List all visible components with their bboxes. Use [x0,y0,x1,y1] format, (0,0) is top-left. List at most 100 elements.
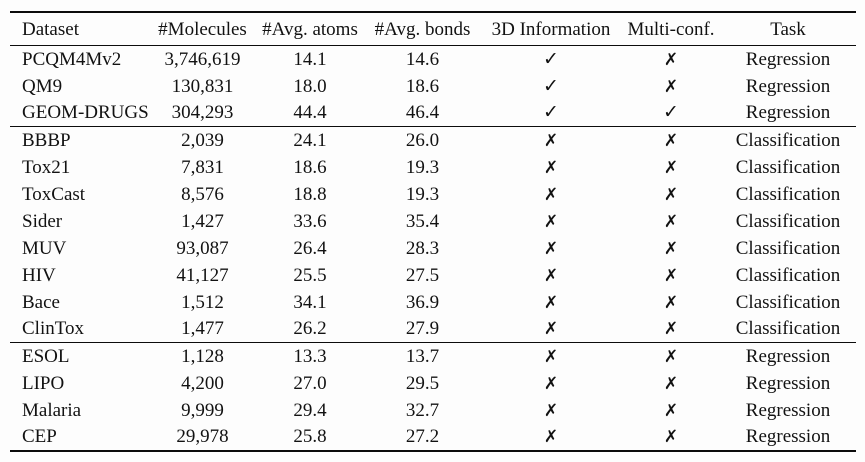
cross-icon: ✗ [663,211,679,232]
table-row: MUV 93,087 26.4 28.3 ✗ ✗ Classification [10,235,856,262]
cell-multi-conf: ✗ [622,343,720,370]
table-row: LIPO 4,200 27.0 29.5 ✗ ✗ Regression [10,370,856,397]
cross-icon: ✗ [663,346,679,367]
cross-icon: ✗ [543,373,559,394]
cell-task: Regression [745,345,831,367]
table-row: ToxCast 8,576 18.8 19.3 ✗ ✗ Classification [10,181,856,208]
cross-icon: ✗ [663,76,679,97]
cell-dataset-name: Malaria [22,399,82,421]
cell-molecules: 1,128 [181,345,224,367]
cell-dataset-name: QM9 [22,75,63,97]
dataset-group-3: ESOL 1,128 13.3 13.7 ✗ ✗ Regression LIPO 4,200 27… [10,342,856,451]
cell-avg-bonds: 46.4 [405,102,440,124]
table-row: Sider 1,427 33.6 35.4 ✗ ✗ Classification [10,208,856,235]
cross-icon: ✗ [543,265,559,286]
check-icon: ✓ [543,47,559,70]
cell-avg-atoms: 24.1 [293,129,327,151]
table-row: PCQM4Mv2 3,746,619 14.1 14.6 ✓ ✗ Regression [10,46,856,73]
cell-avg-atoms: 26.4 [293,237,327,259]
cross-icon: ✗ [663,49,679,70]
cell-molecules: 8,576 [181,183,224,205]
cross-icon: ✗ [663,184,679,205]
cell-3d-information: ✗ [480,316,622,343]
cross-icon: ✗ [543,346,559,367]
table-row: ClinTox 1,477 26.2 27.9 ✗ ✗ Classification [10,316,856,343]
table-row: Tox21 7,831 18.6 19.3 ✗ ✗ Classification [10,154,856,181]
cell-molecules: 304,293 [171,102,234,124]
cell-avg-atoms: 13.3 [293,345,327,367]
table-header: Dataset #Molecules #Avg. atoms #Avg. bon… [10,12,856,46]
cell-dataset-name: MUV [22,237,67,259]
cell-multi-conf: ✗ [622,397,720,424]
cell-multi-conf: ✓ [622,100,720,127]
table-row: BBBP 2,039 24.1 26.0 ✗ ✗ Classification [10,127,856,154]
cell-molecules: 93,087 [176,237,229,259]
cell-task: Regression [745,399,831,421]
cell-3d-information: ✓ [480,73,622,100]
table-row: Malaria 9,999 29.4 32.7 ✗ ✗ Regression [10,397,856,424]
header-row: Dataset #Molecules #Avg. atoms #Avg. bon… [10,12,856,46]
cross-icon: ✗ [543,157,559,178]
cell-avg-bonds: 32.7 [405,399,440,421]
cross-icon: ✗ [543,238,559,259]
cell-3d-information: ✗ [480,424,622,451]
cell-task: Classification [735,291,841,313]
cross-icon: ✗ [543,400,559,421]
cell-avg-atoms: 34.1 [293,291,327,313]
cell-task: Regression [745,102,831,124]
cell-avg-atoms: 29.4 [293,399,327,421]
cell-dataset-name: Tox21 [22,156,71,178]
check-icon: ✓ [543,101,559,124]
cell-avg-atoms: 18.0 [293,75,327,97]
cell-dataset-name: LIPO [22,372,65,394]
cell-avg-bonds: 35.4 [405,210,440,232]
cell-avg-atoms: 25.8 [293,426,327,447]
cell-task: Classification [735,318,841,340]
cross-icon: ✗ [663,238,679,259]
cell-avg-bonds: 28.3 [405,237,440,259]
cell-multi-conf: ✗ [622,289,720,316]
cell-molecules: 1,512 [181,291,224,313]
cell-multi-conf: ✗ [622,46,720,73]
cell-multi-conf: ✗ [622,370,720,397]
cell-avg-atoms: 25.5 [293,264,327,286]
cell-multi-conf: ✗ [622,208,720,235]
cell-multi-conf: ✗ [622,424,720,451]
cell-avg-atoms: 33.6 [293,210,327,232]
cross-icon: ✗ [663,319,679,340]
cell-3d-information: ✗ [480,235,622,262]
column-header-multi-conf: Multi-conf. [622,12,720,46]
cross-icon: ✗ [663,292,679,313]
dataset-table: Dataset #Molecules #Avg. atoms #Avg. bon… [10,11,856,452]
cell-dataset-name: PCQM4Mv2 [22,48,122,70]
cross-icon: ✗ [663,427,679,447]
cell-3d-information: ✗ [480,208,622,235]
cell-dataset-name: GEOM-DRUGS [22,102,149,124]
cell-dataset-name: Bace [22,291,60,313]
cell-molecules: 1,427 [181,210,224,232]
cross-icon: ✗ [543,184,559,205]
cell-task: Classification [735,210,841,232]
cell-multi-conf: ✗ [622,235,720,262]
cell-dataset-name: Sider [22,210,63,232]
cell-dataset-name: ESOL [22,345,70,367]
cell-avg-bonds: 19.3 [405,183,440,205]
column-header-avg-atoms: #Avg. atoms [255,12,365,46]
cell-task: Classification [735,237,841,259]
cell-dataset-name: CEP [22,426,57,447]
cell-task: Regression [745,426,831,447]
cell-molecules: 29,978 [176,426,229,447]
column-header-task: Task [720,12,856,46]
column-header-dataset: Dataset [10,12,150,46]
cell-avg-atoms: 27.0 [293,372,327,394]
table-row: GEOM-DRUGS 304,293 44.4 46.4 ✓ ✓ Regression [10,100,856,127]
column-header-3d-information: 3D Information [480,12,622,46]
check-icon: ✓ [663,101,679,124]
cross-icon: ✗ [543,319,559,340]
cell-avg-atoms: 26.2 [293,318,327,340]
cell-multi-conf: ✗ [622,316,720,343]
cell-3d-information: ✓ [480,100,622,127]
cell-3d-information: ✗ [480,127,622,154]
cell-task: Classification [735,156,841,178]
